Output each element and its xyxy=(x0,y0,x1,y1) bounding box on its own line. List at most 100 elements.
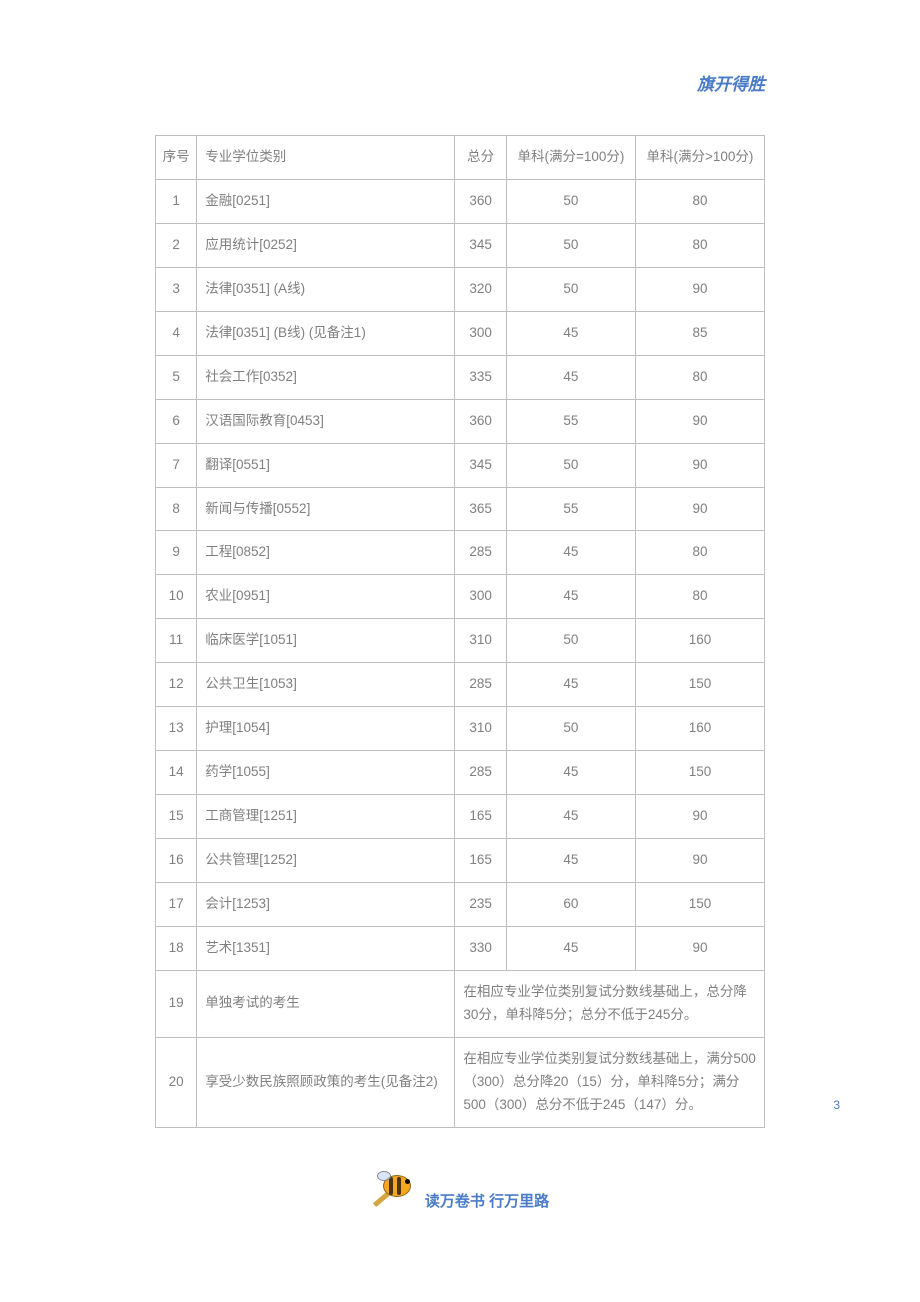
table-row: 5 社会工作[0352] 335 45 80 xyxy=(156,355,765,399)
cell-index: 14 xyxy=(156,751,197,795)
cell-total: 330 xyxy=(455,926,507,970)
cell-sub2: 90 xyxy=(635,839,764,883)
score-table: 序号 专业学位类别 总分 单科(满分=100分) 单科(满分>100分) 1 金… xyxy=(155,135,765,1128)
table-row: 2 应用统计[0252] 345 50 80 xyxy=(156,223,765,267)
cell-sub2: 90 xyxy=(635,399,764,443)
table-row: 16 公共管理[1252] 165 45 90 xyxy=(156,839,765,883)
table-row: 11 临床医学[1051] 310 50 160 xyxy=(156,619,765,663)
cell-sub2: 85 xyxy=(635,311,764,355)
cell-index: 11 xyxy=(156,619,197,663)
cell-sub1: 55 xyxy=(506,487,635,531)
cell-sub2: 90 xyxy=(635,926,764,970)
col-header-total: 总分 xyxy=(455,136,507,180)
cell-sub1: 50 xyxy=(506,267,635,311)
cell-sub2: 160 xyxy=(635,707,764,751)
cell-sub1: 50 xyxy=(506,179,635,223)
cell-sub2: 80 xyxy=(635,531,764,575)
footer: 读万卷书 行万里路 xyxy=(0,1167,920,1222)
cell-total: 320 xyxy=(455,267,507,311)
cell-total: 335 xyxy=(455,355,507,399)
cell-major: 新闻与传播[0552] xyxy=(197,487,455,531)
cell-sub1: 45 xyxy=(506,355,635,399)
table-row: 3 法律[0351] (A线) 320 50 90 xyxy=(156,267,765,311)
cell-index: 8 xyxy=(156,487,197,531)
cell-major: 享受少数民族照顾政策的考生(见备注2) xyxy=(197,1037,455,1127)
cell-sub1: 45 xyxy=(506,839,635,883)
cell-sub1: 50 xyxy=(506,707,635,751)
cell-index: 20 xyxy=(156,1037,197,1127)
cell-major: 汉语国际教育[0453] xyxy=(197,399,455,443)
cell-desc: 在相应专业学位类别复试分数线基础上，总分降30分，单科降5分；总分不低于245分… xyxy=(455,970,765,1037)
cell-sub2: 80 xyxy=(635,223,764,267)
cell-major: 法律[0351] (B线) (见备注1) xyxy=(197,311,455,355)
cell-index: 19 xyxy=(156,970,197,1037)
cell-total: 285 xyxy=(455,751,507,795)
cell-sub1: 50 xyxy=(506,619,635,663)
cell-major: 翻译[0551] xyxy=(197,443,455,487)
cell-major: 社会工作[0352] xyxy=(197,355,455,399)
table-row: 8 新闻与传播[0552] 365 55 90 xyxy=(156,487,765,531)
cell-sub2: 90 xyxy=(635,443,764,487)
cell-index: 17 xyxy=(156,882,197,926)
cell-sub1: 55 xyxy=(506,399,635,443)
cell-major: 临床医学[1051] xyxy=(197,619,455,663)
cell-sub2: 150 xyxy=(635,751,764,795)
cell-total: 345 xyxy=(455,443,507,487)
cell-index: 12 xyxy=(156,663,197,707)
col-header-sub2: 单科(满分>100分) xyxy=(635,136,764,180)
cell-major: 法律[0351] (A线) xyxy=(197,267,455,311)
cell-total: 285 xyxy=(455,531,507,575)
cell-sub2: 90 xyxy=(635,267,764,311)
table-row: 9 工程[0852] 285 45 80 xyxy=(156,531,765,575)
cell-major: 金融[0251] xyxy=(197,179,455,223)
cell-total: 235 xyxy=(455,882,507,926)
cell-index: 13 xyxy=(156,707,197,751)
cell-sub1: 45 xyxy=(506,926,635,970)
table-row: 1 金融[0251] 360 50 80 xyxy=(156,179,765,223)
cell-total: 310 xyxy=(455,619,507,663)
cell-total: 165 xyxy=(455,795,507,839)
cell-sub1: 45 xyxy=(506,311,635,355)
table-row: 17 会计[1253] 235 60 150 xyxy=(156,882,765,926)
cell-index: 4 xyxy=(156,311,197,355)
cell-sub2: 160 xyxy=(635,619,764,663)
cell-total: 300 xyxy=(455,311,507,355)
cell-index: 10 xyxy=(156,575,197,619)
cell-sub2: 80 xyxy=(635,179,764,223)
cell-sub1: 45 xyxy=(506,663,635,707)
col-header-sub1: 单科(满分=100分) xyxy=(506,136,635,180)
table-row: 7 翻译[0551] 345 50 90 xyxy=(156,443,765,487)
cell-sub2: 80 xyxy=(635,575,764,619)
cell-index: 2 xyxy=(156,223,197,267)
cell-major: 应用统计[0252] xyxy=(197,223,455,267)
cell-major: 药学[1055] xyxy=(197,751,455,795)
cell-sub2: 90 xyxy=(635,487,764,531)
cell-index: 1 xyxy=(156,179,197,223)
cell-sub2: 90 xyxy=(635,795,764,839)
cell-index: 18 xyxy=(156,926,197,970)
col-header-index: 序号 xyxy=(156,136,197,180)
bee-icon xyxy=(371,1167,421,1217)
page-number: 3 xyxy=(833,1098,840,1112)
cell-sub1: 50 xyxy=(506,443,635,487)
cell-major: 护理[1054] xyxy=(197,707,455,751)
cell-index: 3 xyxy=(156,267,197,311)
cell-sub2: 150 xyxy=(635,663,764,707)
cell-desc: 在相应专业学位类别复试分数线基础上，满分500（300）总分降20（15）分，单… xyxy=(455,1037,765,1127)
table-header-row: 序号 专业学位类别 总分 单科(满分=100分) 单科(满分>100分) xyxy=(156,136,765,180)
cell-major: 公共卫生[1053] xyxy=(197,663,455,707)
col-header-major: 专业学位类别 xyxy=(197,136,455,180)
table-row: 10 农业[0951] 300 45 80 xyxy=(156,575,765,619)
cell-sub1: 45 xyxy=(506,751,635,795)
cell-index: 9 xyxy=(156,531,197,575)
table-row-merged: 20 享受少数民族照顾政策的考生(见备注2) 在相应专业学位类别复试分数线基础上… xyxy=(156,1037,765,1127)
cell-major: 工程[0852] xyxy=(197,531,455,575)
cell-index: 5 xyxy=(156,355,197,399)
table-row: 18 艺术[1351] 330 45 90 xyxy=(156,926,765,970)
cell-sub1: 45 xyxy=(506,795,635,839)
cell-sub1: 50 xyxy=(506,223,635,267)
cell-total: 310 xyxy=(455,707,507,751)
cell-sub2: 80 xyxy=(635,355,764,399)
cell-total: 360 xyxy=(455,179,507,223)
table-row-merged: 19 单独考试的考生 在相应专业学位类别复试分数线基础上，总分降30分，单科降5… xyxy=(156,970,765,1037)
